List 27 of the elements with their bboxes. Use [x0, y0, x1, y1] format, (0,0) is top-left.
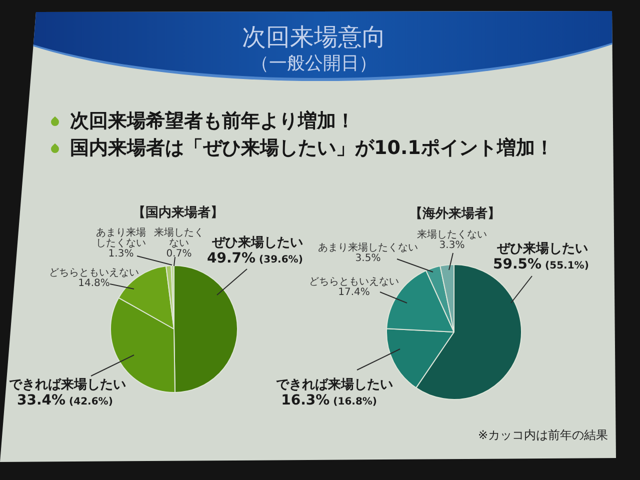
- data-label: 49.7% (39.6%): [207, 250, 303, 267]
- slice-label: あまり来場したくない: [318, 242, 418, 254]
- slice-label: 来場したくない: [154, 226, 204, 250]
- data-label: 3.3%: [439, 240, 465, 252]
- text: 国内来場者は「ぜひ来場したい」が10.1ポイント増加！: [70, 137, 554, 159]
- data-label: 17.4%: [338, 287, 370, 298]
- data-label: 33.4% (42.6%): [17, 392, 113, 409]
- slice-label: ぜひ来場したい: [496, 241, 588, 256]
- slice-label: どちらともいえない: [309, 276, 399, 288]
- data-label: 0.7%: [166, 248, 192, 260]
- slice-label: ぜひ来場したい: [211, 235, 303, 250]
- slice-label: 来場したくない: [417, 228, 487, 241]
- slice-label: どちらともいえない: [49, 268, 139, 279]
- slice-label: あまり来場したくない: [96, 226, 146, 250]
- text: ※カッコ内は前年の結果: [478, 428, 608, 442]
- text: 次回来場意向: [241, 22, 387, 52]
- chart-title: 【海外来場者】: [410, 205, 500, 222]
- data-label: 1.3%: [108, 248, 134, 260]
- data-label: 3.5%: [355, 253, 381, 264]
- data-label: 59.5% (55.1%): [493, 256, 589, 273]
- text: （一般公開日）: [250, 53, 378, 75]
- slice-label: できれば来場したい: [9, 377, 126, 392]
- data-label: 16.3% (16.8%): [281, 392, 378, 409]
- slice-label: できれば来場したい: [276, 377, 393, 392]
- data-label: 14.8%: [78, 278, 110, 290]
- text: 次回来場希望者も前年より増加！: [70, 110, 355, 132]
- chart-title: 【国内来場者】: [132, 204, 224, 220]
